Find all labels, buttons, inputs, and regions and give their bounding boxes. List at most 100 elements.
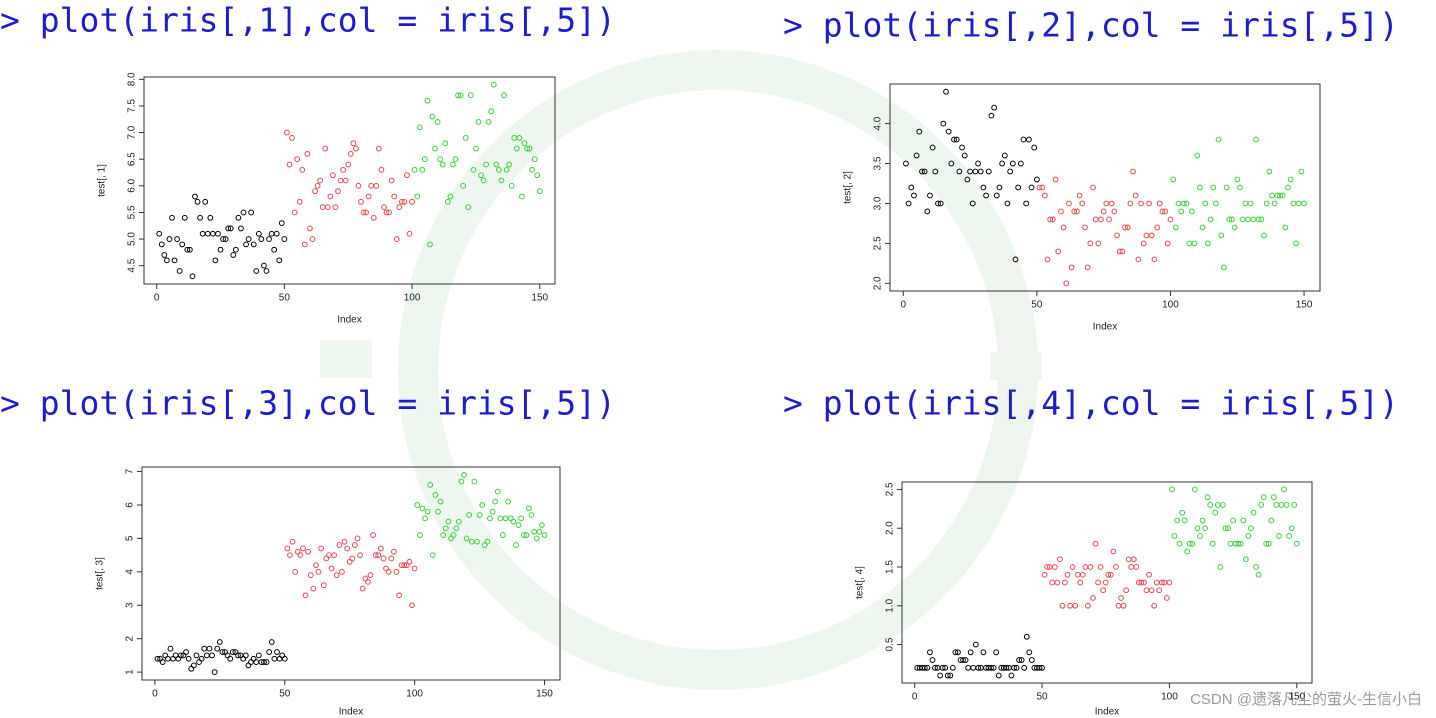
point [990,664,997,671]
point [414,193,421,200]
y-tick-label: 4.5 [127,258,138,272]
point [1062,579,1068,586]
point [956,168,963,175]
point [1148,232,1155,239]
point [1135,256,1142,263]
point [935,200,941,207]
point [1237,540,1244,547]
point [1107,571,1114,578]
point [1066,200,1072,207]
point [292,568,299,575]
point [1009,160,1016,167]
point [1001,152,1008,159]
point [1041,192,1048,199]
point [450,161,456,168]
point [159,659,166,665]
point [193,652,200,659]
point [327,193,334,200]
point [1229,216,1235,223]
point [347,150,354,157]
point [1108,200,1115,207]
point [1056,556,1063,563]
point [1212,509,1219,516]
point [1202,525,1208,532]
point [414,502,421,508]
point [498,177,505,184]
x-tick-label: 0 [152,689,158,700]
point [960,657,966,663]
point [364,578,371,585]
point [903,160,909,167]
point [302,592,309,599]
point [1298,168,1305,175]
point [463,535,470,542]
point [471,478,478,485]
point [1076,192,1083,199]
point [266,649,273,655]
point [466,512,473,518]
point [536,528,543,535]
point [1003,664,1010,671]
point [494,488,501,495]
y-tick-label: 8.0 [127,72,138,86]
point [1301,200,1307,207]
y-tick-label: 7 [125,468,136,474]
point [232,246,239,253]
point [174,236,181,242]
code-line: > plot(iris[,2],col = iris[,5]) [783,6,1399,45]
y-tick-label: 2 [125,635,136,641]
x-axis-label: Index [337,315,361,326]
point [1036,664,1043,671]
point [1039,184,1046,191]
point [945,128,952,135]
point [506,161,513,168]
point [942,664,949,671]
point [1276,533,1282,539]
point [220,236,226,242]
point [460,182,467,189]
y-tick-label: 3.5 [873,156,884,170]
point [1130,556,1137,563]
point [1105,571,1112,578]
y-tick-label: 2.5 [885,482,896,496]
point [315,568,322,575]
point [1077,579,1084,586]
point [276,257,283,264]
point [393,236,400,242]
point [1028,184,1035,191]
point [409,198,415,205]
point [424,97,431,104]
point [1063,280,1070,287]
point [1285,184,1291,191]
point [967,168,973,175]
point [1183,200,1190,207]
point [1087,240,1094,247]
point [455,518,462,525]
point [373,182,380,189]
point [419,505,426,512]
point [1051,564,1058,570]
point [1140,240,1147,247]
point [398,198,405,205]
point [1270,494,1277,501]
point [263,268,270,274]
x-tick-label: 150 [531,293,548,304]
point [1074,208,1080,215]
point [1103,200,1110,207]
y-tick-label: 7.0 [127,125,138,139]
point [192,193,198,200]
point [1172,224,1179,231]
point [435,508,441,515]
point [929,144,936,151]
code-line: > plot(iris[,4],col = iris[,5]) [783,384,1399,423]
point [1028,657,1035,663]
point [529,166,536,173]
point [1210,184,1217,191]
point [520,532,527,538]
point [1188,208,1195,215]
point [924,208,931,215]
point [166,236,173,242]
point [209,652,215,659]
point [1114,232,1120,239]
point [1162,208,1169,215]
